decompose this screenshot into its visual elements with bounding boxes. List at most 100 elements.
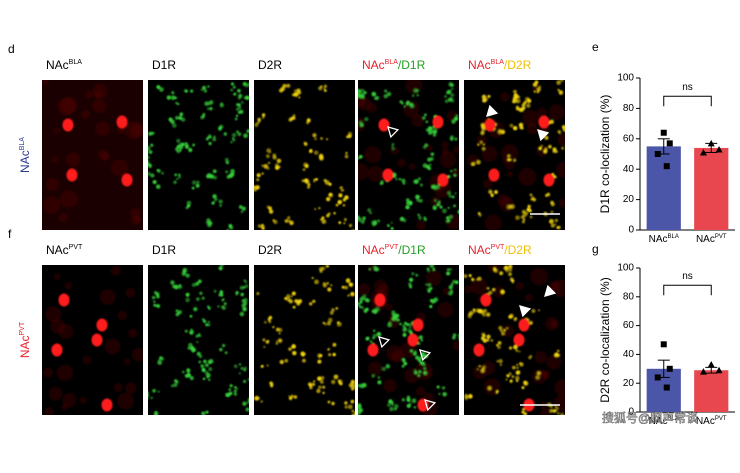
- signal: [422, 116, 426, 120]
- signal: [321, 216, 325, 220]
- signal: [350, 379, 355, 385]
- signal: [201, 85, 207, 90]
- category-superscript: BLA: [668, 234, 679, 240]
- signal: [208, 134, 212, 138]
- signal: [340, 189, 343, 192]
- signal: [145, 163, 148, 166]
- signal: [179, 149, 182, 152]
- signal: [245, 407, 249, 412]
- signal: [442, 208, 447, 214]
- signal: [402, 324, 406, 328]
- signal: [416, 198, 420, 203]
- y-tick-label: 60: [623, 320, 635, 331]
- signal: [235, 387, 238, 391]
- signal: [479, 140, 483, 144]
- signal: [464, 274, 468, 279]
- signal: [155, 184, 161, 190]
- signal: [221, 343, 226, 348]
- signal: [391, 145, 394, 148]
- signal: [332, 342, 337, 347]
- data-point: [707, 360, 715, 368]
- signal: [423, 366, 427, 370]
- background-signal: [505, 160, 515, 170]
- signal: [521, 407, 524, 410]
- signal: [430, 158, 433, 161]
- signal: [497, 129, 503, 135]
- signal: [230, 168, 235, 174]
- signal: [565, 148, 568, 151]
- background-signal: [58, 213, 68, 222]
- signal: [212, 201, 216, 204]
- cell: [101, 398, 113, 412]
- signal: [337, 323, 341, 327]
- background-signal: [451, 168, 459, 177]
- signal: [380, 181, 384, 185]
- signal: [449, 289, 454, 293]
- signal: [320, 137, 323, 140]
- cell: [488, 168, 500, 182]
- signal: [228, 391, 233, 396]
- signal: [198, 332, 201, 336]
- signal: [360, 88, 365, 93]
- signal: [278, 327, 283, 333]
- column-label: NAcBLA/D1R: [362, 58, 426, 72]
- signal: [232, 85, 236, 89]
- signal: [342, 198, 347, 202]
- cell: [51, 343, 63, 357]
- signal: [291, 115, 296, 120]
- y-tick-label: 20: [623, 194, 635, 205]
- signal: [472, 308, 476, 312]
- signal: [389, 406, 394, 412]
- signal: [339, 322, 342, 325]
- signal: [291, 344, 296, 349]
- signal: [261, 172, 264, 175]
- annotation: ns: [682, 82, 693, 93]
- signal: [156, 304, 161, 308]
- signal: [268, 161, 271, 165]
- signal: [413, 406, 417, 409]
- signal: [265, 340, 270, 344]
- background-signal: [453, 145, 459, 154]
- label-text: NAc: [18, 150, 32, 173]
- signal: [377, 376, 381, 379]
- signal: [207, 359, 211, 363]
- signal: [286, 83, 291, 88]
- signal: [520, 126, 524, 130]
- signal: [288, 219, 291, 223]
- signal: [355, 386, 358, 389]
- signal: [290, 295, 293, 298]
- signal: [237, 88, 241, 93]
- signal: [328, 353, 332, 357]
- signal: [532, 197, 536, 201]
- signal: [442, 392, 447, 397]
- signal: [181, 370, 185, 374]
- signal: [503, 265, 509, 271]
- signal: [266, 364, 269, 367]
- signal: [439, 205, 443, 209]
- signal: [157, 169, 161, 173]
- signal: [360, 305, 364, 310]
- signal: [409, 330, 413, 335]
- image-content: [145, 81, 249, 230]
- background-signal: [92, 99, 107, 114]
- cell: [378, 118, 390, 132]
- signal: [432, 128, 438, 134]
- signal: [390, 221, 393, 224]
- background-signal: [95, 121, 110, 137]
- signal: [448, 194, 453, 198]
- signal: [449, 136, 454, 141]
- signal: [201, 296, 205, 300]
- background-signal: [408, 163, 416, 171]
- signal: [231, 137, 235, 140]
- signal: [269, 381, 273, 385]
- signal: [515, 215, 520, 221]
- signal: [458, 336, 459, 340]
- signal: [499, 329, 503, 333]
- micrograph: [254, 80, 355, 230]
- signal: [377, 219, 381, 223]
- signal: [450, 93, 455, 98]
- signal: [226, 174, 231, 179]
- signal: [526, 98, 532, 104]
- signal: [296, 90, 302, 95]
- signal: [193, 308, 196, 311]
